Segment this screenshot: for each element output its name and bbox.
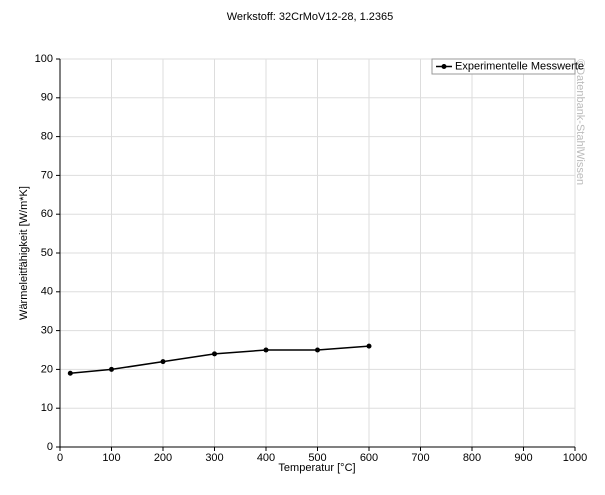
- point: [315, 347, 320, 353]
- legend-swatch-point: [441, 64, 447, 69]
- x-tick-label: 700: [411, 452, 429, 464]
- y-tick-label: 10: [41, 402, 53, 414]
- x-tick-label: 400: [257, 452, 275, 464]
- x-tick-label: 100: [102, 452, 120, 464]
- y-tick-label: 90: [41, 92, 53, 104]
- y-tick-label: 100: [35, 53, 53, 65]
- point: [263, 347, 269, 353]
- point: [160, 359, 166, 365]
- x-tick-label: 1000: [563, 452, 587, 464]
- x-tick-label: 900: [514, 452, 532, 464]
- y-tick-label: 60: [41, 208, 53, 220]
- y-tick-label: 30: [41, 325, 53, 337]
- legend-label: Experimentelle Messwerte: [455, 60, 584, 72]
- y-tick-label: 70: [41, 169, 53, 181]
- x-tick-label: 0: [57, 452, 63, 464]
- chart-title: Werkstoff: 32CrMoV12-28, 1.2365: [227, 11, 394, 23]
- point: [67, 370, 73, 376]
- x-tick-label: 500: [308, 452, 326, 464]
- x-tick-label: 800: [463, 452, 481, 464]
- y-axis-label: Wärmeleitfähigkeit [W/m*K]: [18, 186, 30, 320]
- y-tick-label: 80: [41, 131, 53, 143]
- y-tick-label: 0: [47, 441, 53, 453]
- point: [212, 351, 217, 357]
- x-tick-label: 300: [205, 452, 223, 464]
- point: [109, 366, 114, 372]
- y-tick-label: 40: [41, 286, 53, 298]
- x-axis-label: Temperatur [°C]: [278, 462, 355, 474]
- x-tick-label: 200: [154, 452, 172, 464]
- legend-box: [431, 58, 576, 75]
- y-tick-label: 50: [41, 247, 53, 259]
- x-tick-label: 600: [360, 452, 378, 464]
- y-tick-label: 20: [41, 363, 53, 375]
- watermark: ©Datenbank-StahlWissen: [574, 59, 586, 185]
- point: [366, 343, 372, 349]
